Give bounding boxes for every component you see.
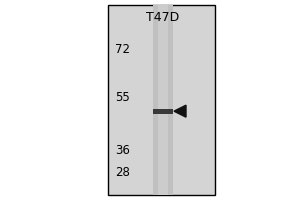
Bar <box>153 109 173 114</box>
Bar <box>153 5 173 195</box>
Text: 28: 28 <box>115 166 130 179</box>
Text: 36: 36 <box>115 144 130 157</box>
Bar <box>108 5 215 195</box>
Text: T47D: T47D <box>146 11 180 24</box>
Text: 72: 72 <box>115 43 130 56</box>
Bar <box>158 5 168 195</box>
Text: 55: 55 <box>115 91 130 104</box>
Polygon shape <box>174 105 186 117</box>
